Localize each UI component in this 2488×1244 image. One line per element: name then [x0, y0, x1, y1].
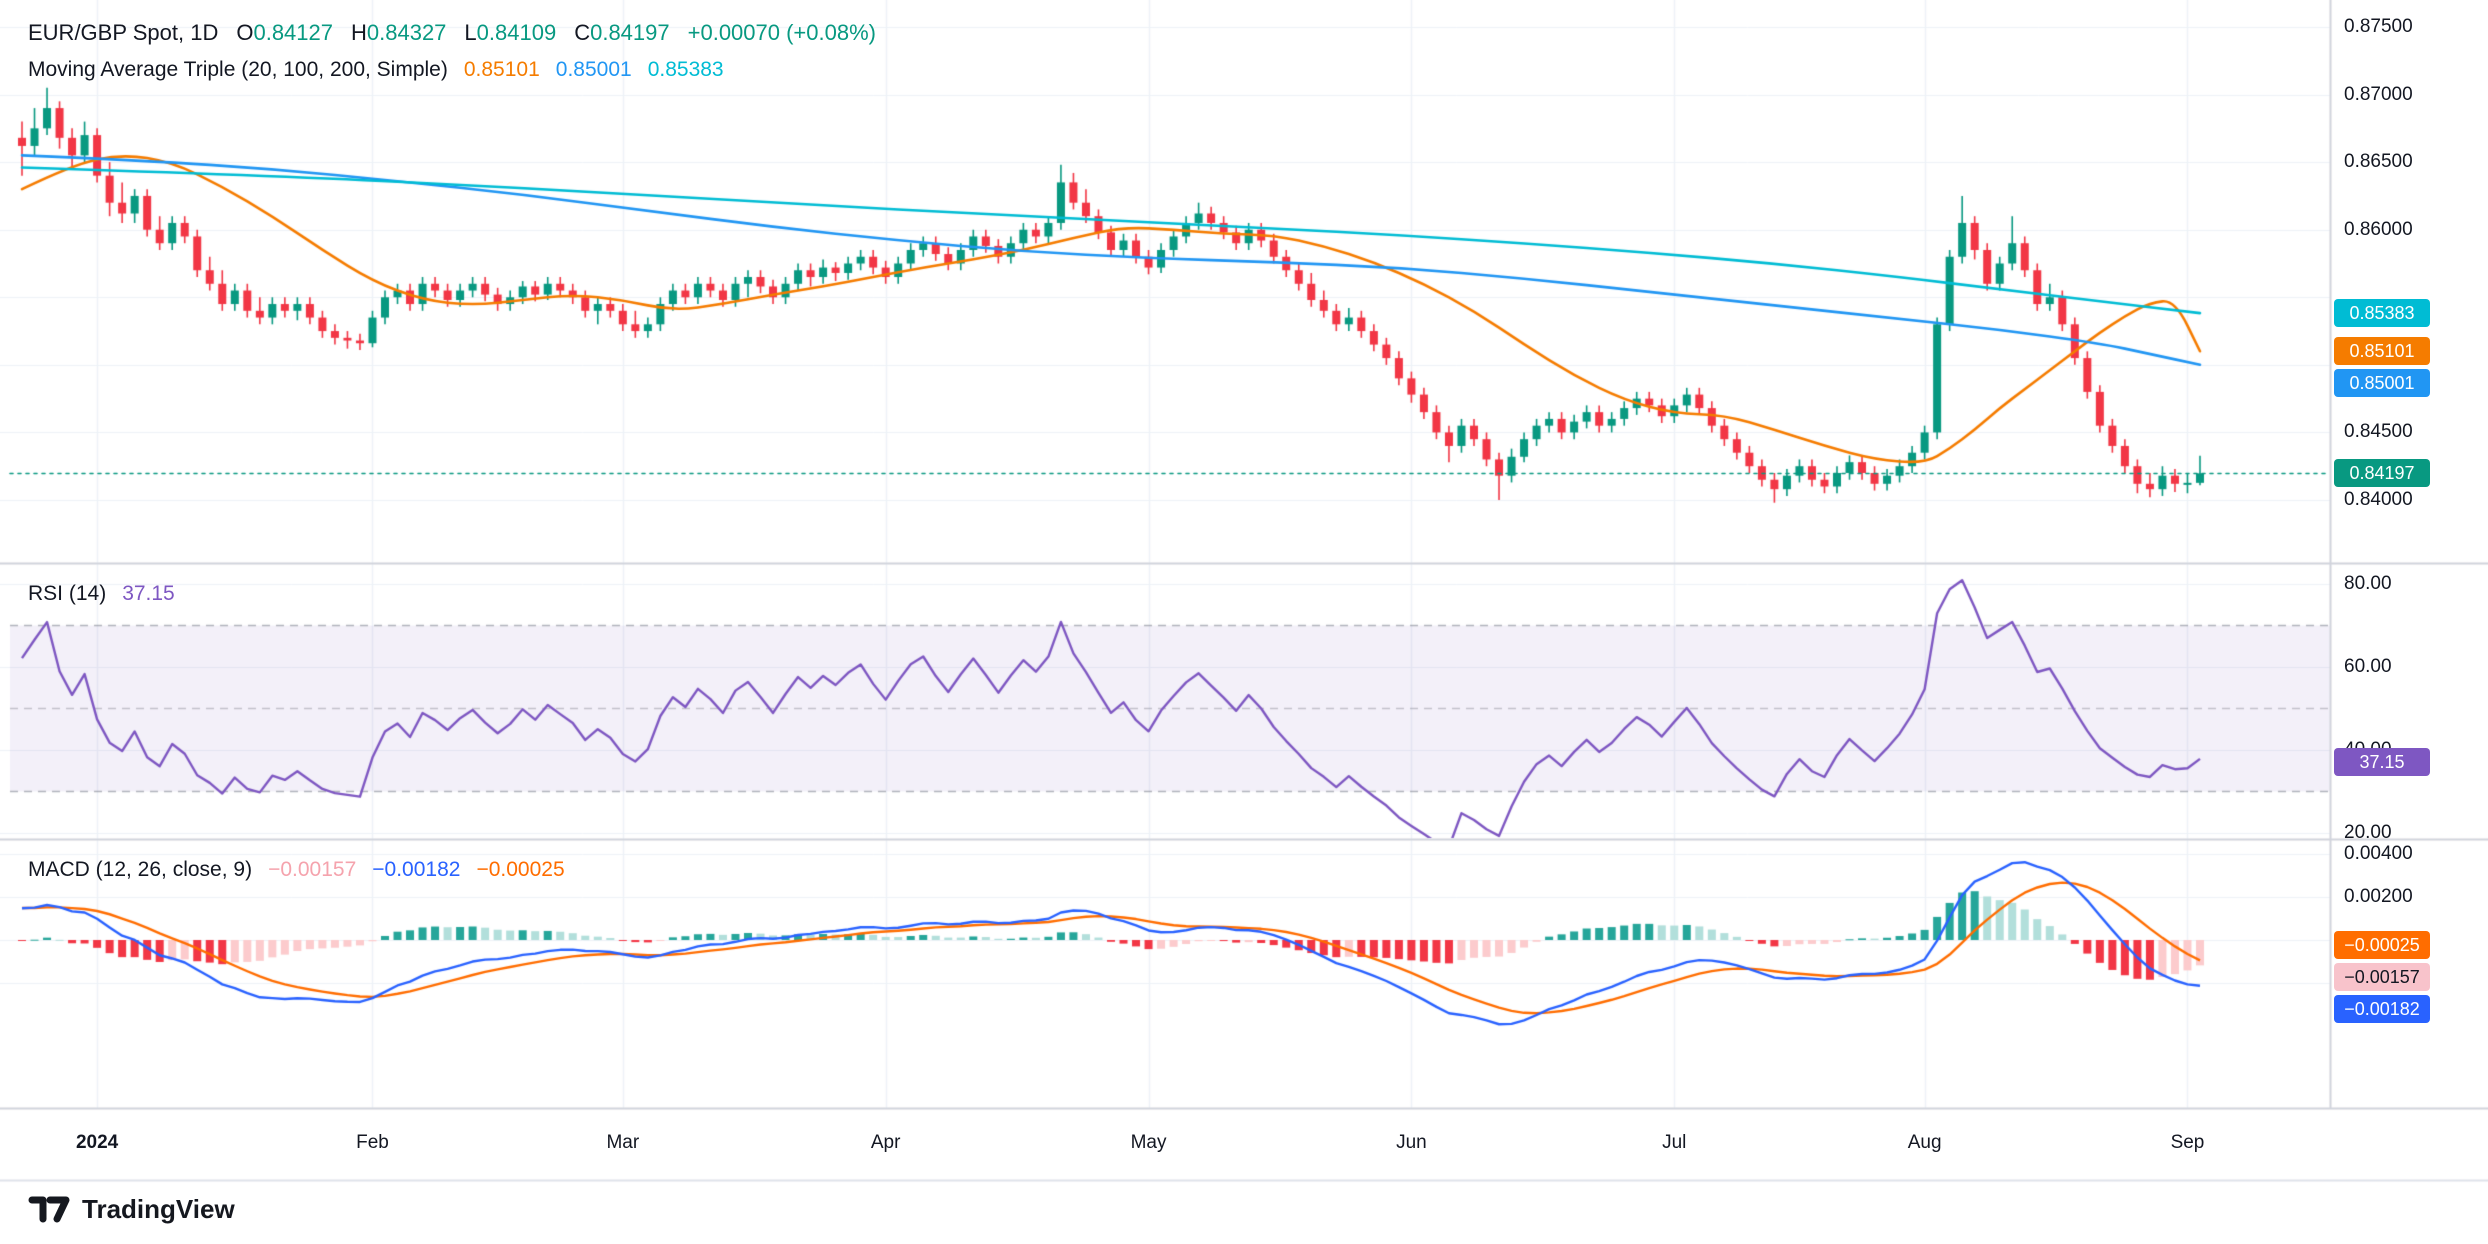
time-axis-label: May: [1130, 1132, 1167, 1153]
ma200-value: 0.85383: [647, 58, 724, 81]
macd-signal-value: −0.00025: [476, 858, 565, 881]
time-axis-label: Mar: [606, 1132, 640, 1153]
change-value: +0.00070 (+0.08%): [687, 20, 876, 45]
price-axis-label: 0.86000: [2344, 218, 2413, 240]
time-axis[interactable]: 2024 Feb Mar Apr May Jun Jul Aug Sep: [0, 1108, 2488, 1180]
macd-axis-label: 0.00400: [2344, 843, 2413, 864]
time-axis-label: Aug: [1907, 1132, 1942, 1153]
price-axis-label: 0.87000: [2344, 83, 2413, 105]
macd-histogram-value: −0.00157: [268, 858, 357, 881]
ma100-value: 0.85001: [555, 58, 632, 81]
footer: TradingView: [26, 1192, 235, 1226]
ohlc-low: L 0.84109: [464, 20, 557, 45]
macd-title[interactable]: MACD (12, 26, close, 9): [28, 858, 253, 881]
time-axis-label: Jul: [1662, 1132, 1687, 1153]
price-badge: 0.85001: [2334, 369, 2430, 398]
time-axis-label: Feb: [356, 1132, 389, 1153]
time-axis-label: 2024: [75, 1132, 119, 1153]
time-axis-label: Jun: [1396, 1132, 1427, 1153]
price-badge: 0.85383: [2334, 299, 2430, 328]
macd-line-value: −0.00182: [372, 858, 461, 881]
price-axis[interactable]: 0.87500 0.87000 0.86500 0.86000 0.84500 0.840…: [2330, 0, 2488, 1108]
macd-legend: MACD (12, 26, close, 9) −0.00157 −0.0018…: [28, 858, 565, 882]
rsi-title[interactable]: RSI (14): [28, 582, 107, 605]
time-axis-label: Apr: [870, 1132, 901, 1153]
tradingview-logo-icon: [28, 1196, 70, 1223]
ohlc-close: C 0.84197: [574, 20, 670, 45]
macd-axis-label: 0.00200: [2344, 886, 2413, 907]
ohlc-open: O 0.84127: [236, 20, 333, 45]
rsi-axis-label: 80.00: [2344, 573, 2392, 594]
macd-badge: −0.00025: [2334, 931, 2430, 960]
price-axis-label: 0.84500: [2344, 421, 2413, 443]
rsi-axis-label: 60.00: [2344, 656, 2392, 677]
price-badge: 0.85101: [2334, 337, 2430, 366]
price-axis-label: 0.84000: [2344, 489, 2413, 510]
ohlc-high: H 0.84327: [351, 20, 447, 45]
rsi-value: 37.15: [122, 582, 175, 605]
brand-name: TradingView: [82, 1193, 235, 1224]
symbol-row: EUR/GBP Spot, 1D O 0.84127 H 0.84327 L 0.84…: [28, 20, 876, 46]
price-badge: 0.84197: [2334, 459, 2430, 488]
price-axis-label: 0.86500: [2344, 151, 2413, 173]
time-axis-label: Sep: [2170, 1132, 2205, 1153]
tradingview-logo-link[interactable]: TradingView: [26, 1192, 235, 1226]
macd-badge: −0.00157: [2334, 963, 2430, 992]
rsi-axis-label: 20.00: [2344, 822, 2392, 843]
rsi-legend: RSI (14) 37.15: [28, 582, 175, 606]
ma-indicator-row: Moving Average Triple (20, 100, 200, Sim…: [28, 58, 876, 82]
rsi-badge: 37.15: [2334, 747, 2430, 776]
symbol-title[interactable]: EUR/GBP Spot, 1D: [28, 20, 219, 45]
ma20-value: 0.85101: [463, 58, 540, 81]
main-legend: EUR/GBP Spot, 1D O 0.84127 H 0.84327 L 0.84…: [28, 20, 876, 82]
ma-indicator-title[interactable]: Moving Average Triple (20, 100, 200, Sim…: [28, 58, 448, 81]
price-axis-label: 0.87500: [2344, 16, 2413, 37]
macd-badge: −0.00182: [2334, 995, 2430, 1024]
